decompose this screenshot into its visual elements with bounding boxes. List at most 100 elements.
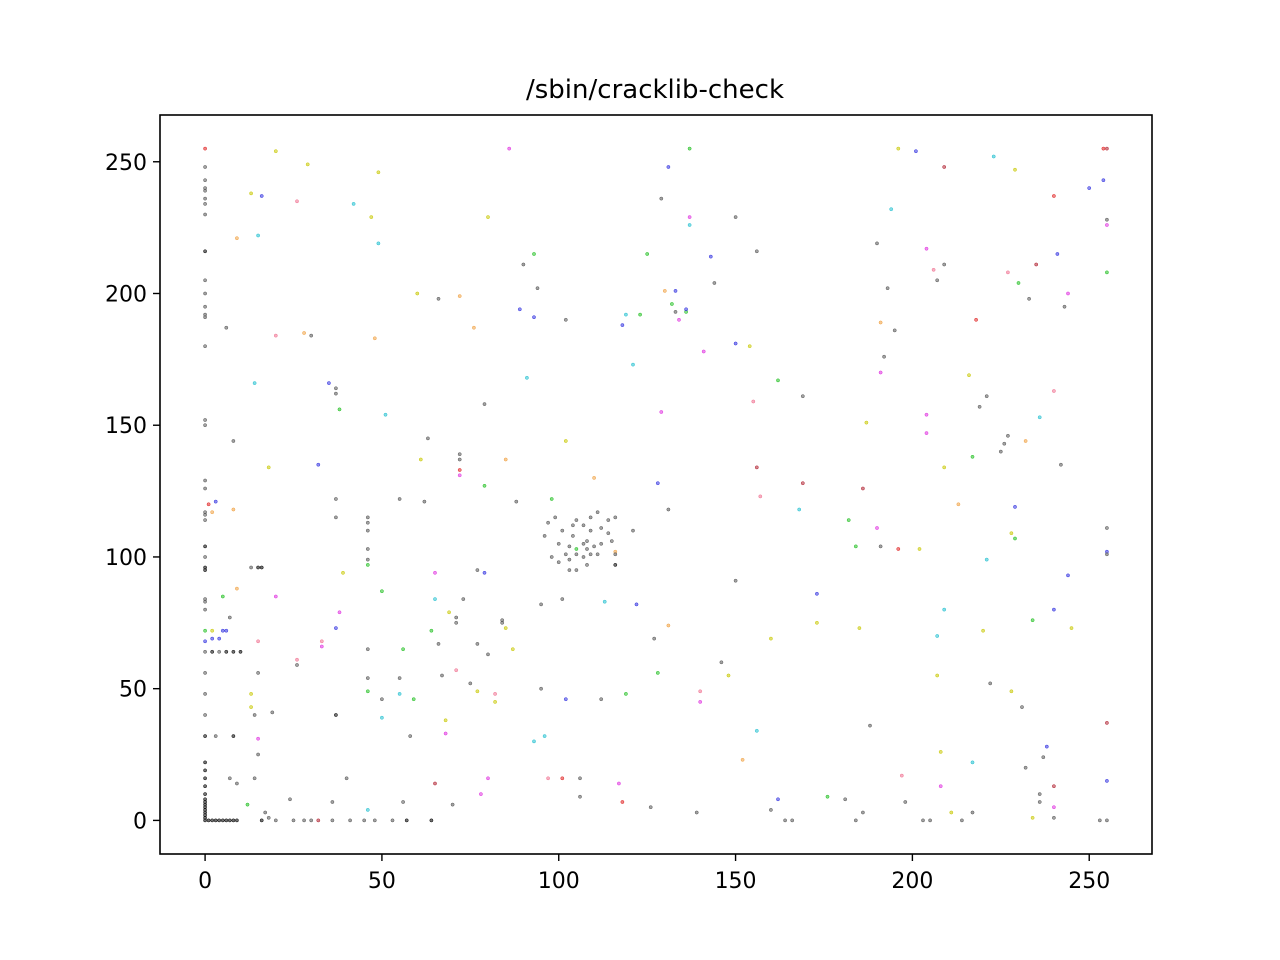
data-point xyxy=(210,628,215,633)
data-point xyxy=(273,149,278,154)
data-point xyxy=(938,784,943,789)
data-point xyxy=(935,673,940,678)
data-point xyxy=(892,328,897,333)
data-point xyxy=(203,628,207,633)
data-point xyxy=(896,146,901,151)
data-point xyxy=(411,697,416,702)
data-point xyxy=(203,639,207,644)
axis-ticks: 0 50 100 150 200 250 0 50 100 150 200 250 xyxy=(105,151,1110,894)
data-point xyxy=(401,800,405,804)
data-point xyxy=(1016,281,1021,285)
data-point xyxy=(670,302,674,306)
data-point xyxy=(249,565,253,570)
data-point xyxy=(1006,433,1010,438)
data-point xyxy=(203,692,207,696)
data-point xyxy=(482,570,487,575)
data-point xyxy=(617,781,621,786)
data-point xyxy=(1062,304,1067,309)
data-point xyxy=(486,215,490,219)
data-point xyxy=(259,194,264,198)
data-point xyxy=(666,165,671,169)
data-point xyxy=(503,626,508,630)
data-point xyxy=(578,794,582,799)
data-point xyxy=(914,149,918,154)
data-point xyxy=(252,776,257,781)
data-point xyxy=(273,333,278,338)
data-point xyxy=(532,252,536,256)
data-point xyxy=(687,215,692,219)
data-point xyxy=(938,750,943,754)
data-point xyxy=(203,671,207,675)
data-point xyxy=(1009,531,1014,536)
data-point xyxy=(486,652,490,657)
data-point xyxy=(662,289,667,293)
data-point xyxy=(563,552,568,557)
data-point xyxy=(337,610,342,615)
data-point xyxy=(365,520,370,525)
data-point xyxy=(1037,792,1042,796)
data-point xyxy=(549,555,554,559)
data-point xyxy=(273,594,278,599)
data-point xyxy=(574,518,579,522)
data-point xyxy=(231,734,236,738)
data-point xyxy=(1066,573,1070,578)
data-point xyxy=(302,331,306,335)
data-point xyxy=(928,818,932,823)
data-point xyxy=(815,591,819,596)
data-point xyxy=(1013,536,1017,541)
data-point xyxy=(203,278,207,283)
data-point xyxy=(1009,689,1014,694)
data-point xyxy=(517,307,522,312)
data-point xyxy=(203,165,207,169)
data-point xyxy=(1101,178,1106,183)
data-point xyxy=(259,818,264,823)
y-tick-label: 200 xyxy=(105,282,147,307)
data-point xyxy=(588,552,593,557)
data-point xyxy=(673,310,678,314)
data-point xyxy=(206,818,211,823)
data-point xyxy=(231,507,236,512)
data-point xyxy=(457,473,462,478)
data-point xyxy=(288,797,292,802)
data-point xyxy=(567,544,572,549)
data-point xyxy=(613,552,618,557)
data-point xyxy=(493,692,497,696)
data-point xyxy=(698,689,703,694)
data-point xyxy=(482,483,487,488)
data-point xyxy=(1052,805,1056,810)
data-point xyxy=(457,294,462,298)
data-point xyxy=(203,212,207,217)
data-point xyxy=(365,689,370,694)
data-point xyxy=(203,768,207,773)
data-point xyxy=(203,565,207,570)
data-point xyxy=(249,692,253,696)
data-point xyxy=(457,457,462,462)
data-point xyxy=(217,818,222,823)
data-point xyxy=(1059,462,1063,467)
data-point xyxy=(380,697,384,702)
data-point xyxy=(747,344,752,349)
data-point xyxy=(1037,415,1042,420)
data-point xyxy=(571,523,575,528)
data-point xyxy=(450,802,455,807)
data-point xyxy=(295,657,299,662)
data-point xyxy=(758,494,763,499)
data-point xyxy=(220,594,225,599)
data-point xyxy=(659,410,664,414)
x-tick-label: 50 xyxy=(368,869,396,894)
data-point xyxy=(878,320,883,325)
data-point xyxy=(362,818,367,823)
data-point xyxy=(390,818,395,823)
data-point xyxy=(231,649,236,654)
data-point xyxy=(273,818,278,823)
data-point xyxy=(652,636,657,641)
data-point xyxy=(1023,439,1028,443)
data-point xyxy=(217,649,222,654)
data-point xyxy=(380,715,384,720)
data-point xyxy=(754,728,759,733)
data-point xyxy=(482,402,487,406)
data-point xyxy=(245,802,250,807)
data-point xyxy=(397,497,402,501)
data-point xyxy=(309,333,314,338)
data-point xyxy=(372,336,377,341)
